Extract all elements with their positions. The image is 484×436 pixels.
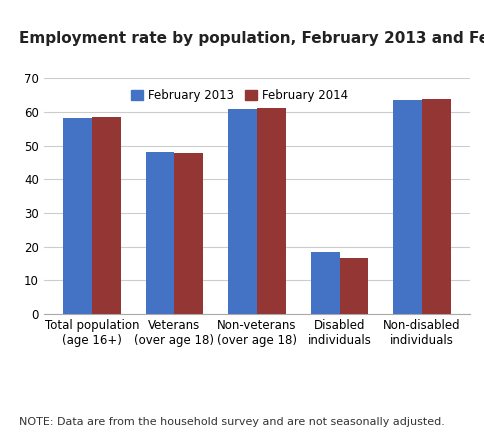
Bar: [92, 117, 121, 314]
Bar: [393, 100, 421, 314]
Bar: [174, 153, 203, 314]
Text: Employment rate by population, February 2013 and February 2014: Employment rate by population, February …: [19, 31, 484, 46]
Bar: [145, 152, 174, 314]
Legend: February 2013, February 2014: February 2013, February 2014: [126, 85, 352, 107]
Bar: [227, 109, 257, 314]
Text: NOTE: Data are from the household survey and are not seasonally adjusted.: NOTE: Data are from the household survey…: [19, 417, 444, 427]
Bar: [310, 252, 339, 314]
Bar: [421, 99, 450, 314]
Bar: [257, 109, 286, 314]
Bar: [63, 118, 92, 314]
Bar: [339, 258, 368, 314]
